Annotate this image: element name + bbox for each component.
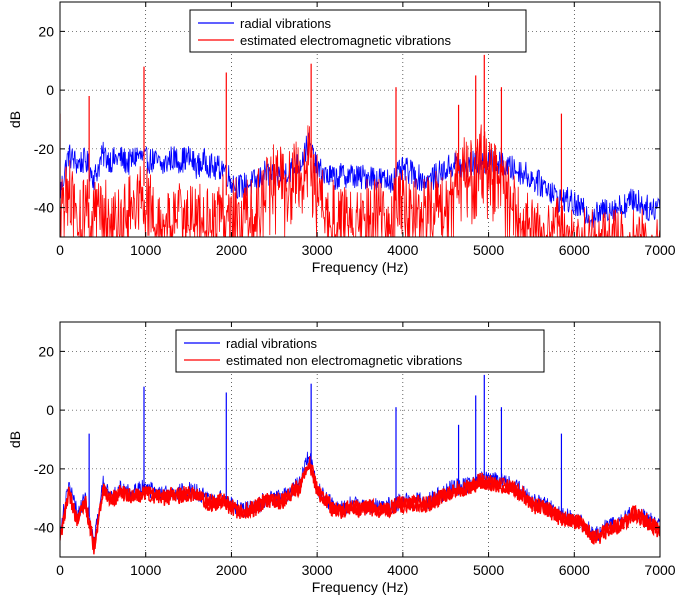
x-tick-label: 3000 [302, 562, 333, 578]
series-line-estimated [60, 124, 660, 237]
legend: radial vibrations estimated non electroma… [175, 329, 545, 373]
x-tick-label: 4000 [387, 562, 418, 578]
x-tick-label: 7000 [644, 562, 675, 578]
legend: radial vibrations estimated electromagnet… [189, 9, 527, 53]
x-tick-label: 1000 [130, 242, 161, 258]
y-tick-label: 0 [46, 402, 54, 418]
legend-box [189, 9, 527, 53]
chart-panel-top: 0 1000 2000 3000 4000 5000 6000 7000 20 0 -20 -40 Fr… [7, 1, 676, 275]
legend-box [175, 329, 545, 373]
chart-panel-bottom: 0 1000 2000 3000 4000 5000 6000 7000 20 0 -20 -40 Fr… [7, 321, 676, 595]
legend-entry: estimated electromagnetic vibrations [240, 33, 451, 48]
y-tick-label: 20 [38, 23, 54, 39]
y-axis-label: dB [7, 431, 23, 448]
x-tick-label: 6000 [559, 562, 590, 578]
legend-entry: estimated non electromagnetic vibrations [226, 353, 463, 368]
series-line-radial [60, 132, 660, 228]
y-tick-label: 0 [46, 82, 54, 98]
x-tick-label: 7000 [644, 242, 675, 258]
x-tick-label: 3000 [302, 242, 333, 258]
y-tick-label: -20 [34, 141, 54, 157]
x-axis-label: Frequency (Hz) [312, 259, 408, 275]
y-tick-label: 20 [38, 343, 54, 359]
y-tick-label: -20 [34, 461, 54, 477]
x-tick-label: 1000 [130, 562, 161, 578]
x-tick-label: 0 [56, 242, 64, 258]
x-axis-label: Frequency (Hz) [312, 579, 408, 595]
y-tick-label: -40 [34, 200, 54, 216]
legend-entry: radial vibrations [240, 16, 332, 31]
x-tick-label: 5000 [473, 562, 504, 578]
axes-frame [59, 321, 661, 558]
x-tick-label: 6000 [559, 242, 590, 258]
legend-entry: radial vibrations [226, 336, 318, 351]
x-tick-label: 2000 [216, 242, 247, 258]
series-line-estimated-overlay [60, 463, 660, 551]
x-tick-label: 2000 [216, 562, 247, 578]
y-axis-label: dB [7, 111, 23, 128]
y-tick-label: -40 [34, 520, 54, 536]
axes-frame [59, 1, 661, 238]
x-tick-label: 4000 [387, 242, 418, 258]
x-tick-label: 5000 [473, 242, 504, 258]
x-tick-label: 0 [56, 562, 64, 578]
